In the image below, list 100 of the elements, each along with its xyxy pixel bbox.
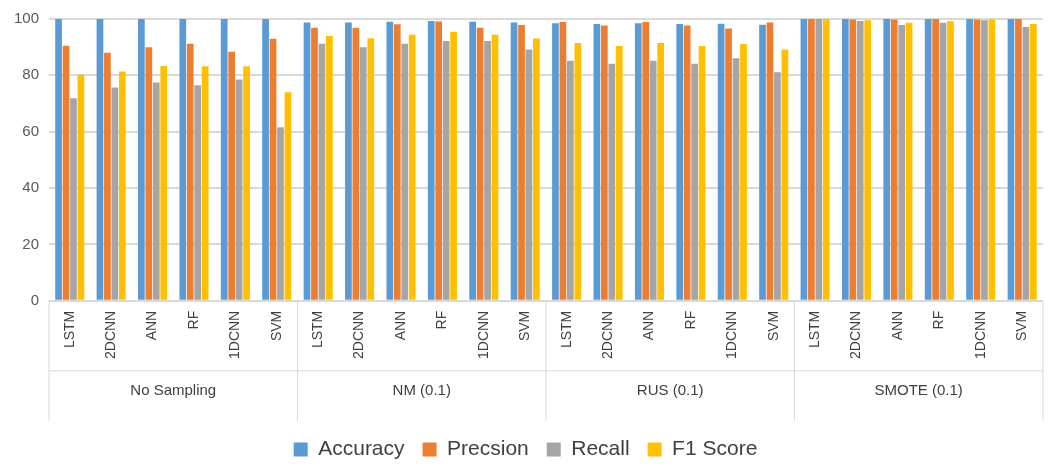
bar	[518, 24, 525, 300]
bar	[815, 19, 823, 300]
bar	[367, 38, 375, 300]
y-tick-label: 0	[30, 290, 40, 308]
x-tick-label: 2DCNN	[598, 310, 615, 360]
bar	[104, 52, 111, 300]
bar	[649, 60, 657, 300]
bar	[822, 19, 830, 300]
x-tick-label: ANN	[888, 310, 905, 341]
legend-label: F1 Score	[672, 436, 758, 460]
bar	[924, 19, 932, 300]
x-tick-label: RF	[930, 310, 947, 330]
bar	[533, 38, 540, 300]
bar	[608, 63, 616, 300]
x-tick-label: ANN	[391, 310, 408, 341]
bar	[552, 23, 559, 300]
bar	[698, 46, 706, 300]
bar	[559, 22, 567, 300]
x-tick-label: 1DCNN	[474, 310, 491, 360]
bar	[194, 85, 202, 300]
bar	[774, 72, 781, 300]
bar	[932, 19, 939, 300]
bar	[408, 34, 416, 300]
bar	[657, 42, 665, 300]
bar	[759, 24, 766, 300]
bar	[981, 20, 988, 300]
bar	[966, 19, 973, 300]
legend-label: Precsion	[447, 436, 529, 460]
bar	[841, 19, 849, 300]
bar	[450, 31, 457, 300]
bar	[600, 25, 608, 300]
y-tick-label: 100	[14, 9, 40, 27]
bar	[766, 22, 774, 300]
bar	[676, 24, 684, 300]
bar	[179, 19, 187, 300]
x-tick-label: SVM	[1013, 310, 1030, 342]
text: NM (0.1)	[392, 380, 451, 398]
bar	[311, 27, 318, 300]
x-tick-label: ANN	[640, 310, 657, 341]
x-tick-label: 1DCNN	[723, 310, 740, 360]
bar	[160, 66, 168, 300]
bar	[220, 19, 228, 300]
text: SMOTE (0.1)	[874, 380, 963, 398]
y-tick-label: 20	[22, 234, 40, 252]
bar	[1015, 19, 1022, 300]
x-tick-label: RF	[681, 310, 698, 330]
x-tick-label: LSTM	[60, 310, 77, 349]
x-tick-label: LSTM	[309, 310, 326, 349]
bar	[401, 43, 409, 300]
bar	[277, 127, 284, 300]
bar	[484, 40, 491, 300]
bar	[856, 20, 864, 300]
text: RUS (0.1)	[636, 380, 704, 398]
bar	[186, 43, 194, 300]
x-tick-label: SVM	[764, 310, 781, 342]
bar	[732, 58, 740, 300]
x-tick-label: 2DCNN	[350, 310, 367, 360]
bar	[345, 22, 352, 300]
bar	[890, 19, 898, 300]
bar	[898, 24, 906, 300]
x-tick-label: SVM	[516, 310, 533, 342]
y-tick-label: 80	[22, 65, 40, 83]
legend-label: Accuracy	[318, 436, 406, 460]
x-tick-label: 1DCNN	[226, 310, 243, 360]
legend-label: Recall	[571, 436, 630, 460]
x-tick-label: LSTM	[557, 310, 574, 349]
bar	[111, 87, 119, 300]
bar	[808, 19, 815, 300]
bar	[525, 49, 533, 300]
bar	[386, 21, 394, 300]
bar	[574, 42, 582, 300]
bar	[883, 19, 891, 300]
bar	[642, 22, 650, 300]
bar	[243, 66, 250, 300]
bar	[947, 21, 954, 300]
bar	[427, 20, 435, 300]
bar	[145, 47, 153, 300]
y-tick-label: 60	[22, 121, 40, 139]
bar	[359, 47, 367, 300]
bar	[593, 24, 601, 300]
bar	[634, 23, 642, 300]
bar	[55, 19, 62, 300]
x-tick-label: SVM	[267, 310, 284, 342]
bar	[228, 51, 235, 300]
bar	[1022, 26, 1030, 300]
bar	[740, 44, 747, 300]
bar	[442, 40, 450, 300]
bar	[510, 22, 518, 300]
bar	[138, 19, 145, 300]
bar	[849, 19, 857, 300]
bar	[567, 60, 574, 300]
x-tick-label: LSTM	[805, 310, 822, 349]
bar	[96, 19, 104, 300]
bar	[691, 63, 698, 300]
bar	[725, 28, 732, 300]
x-tick-label: 1DCNN	[971, 310, 988, 360]
bar	[118, 71, 126, 300]
bar	[152, 82, 160, 300]
bar	[864, 20, 872, 300]
bar	[469, 21, 476, 300]
